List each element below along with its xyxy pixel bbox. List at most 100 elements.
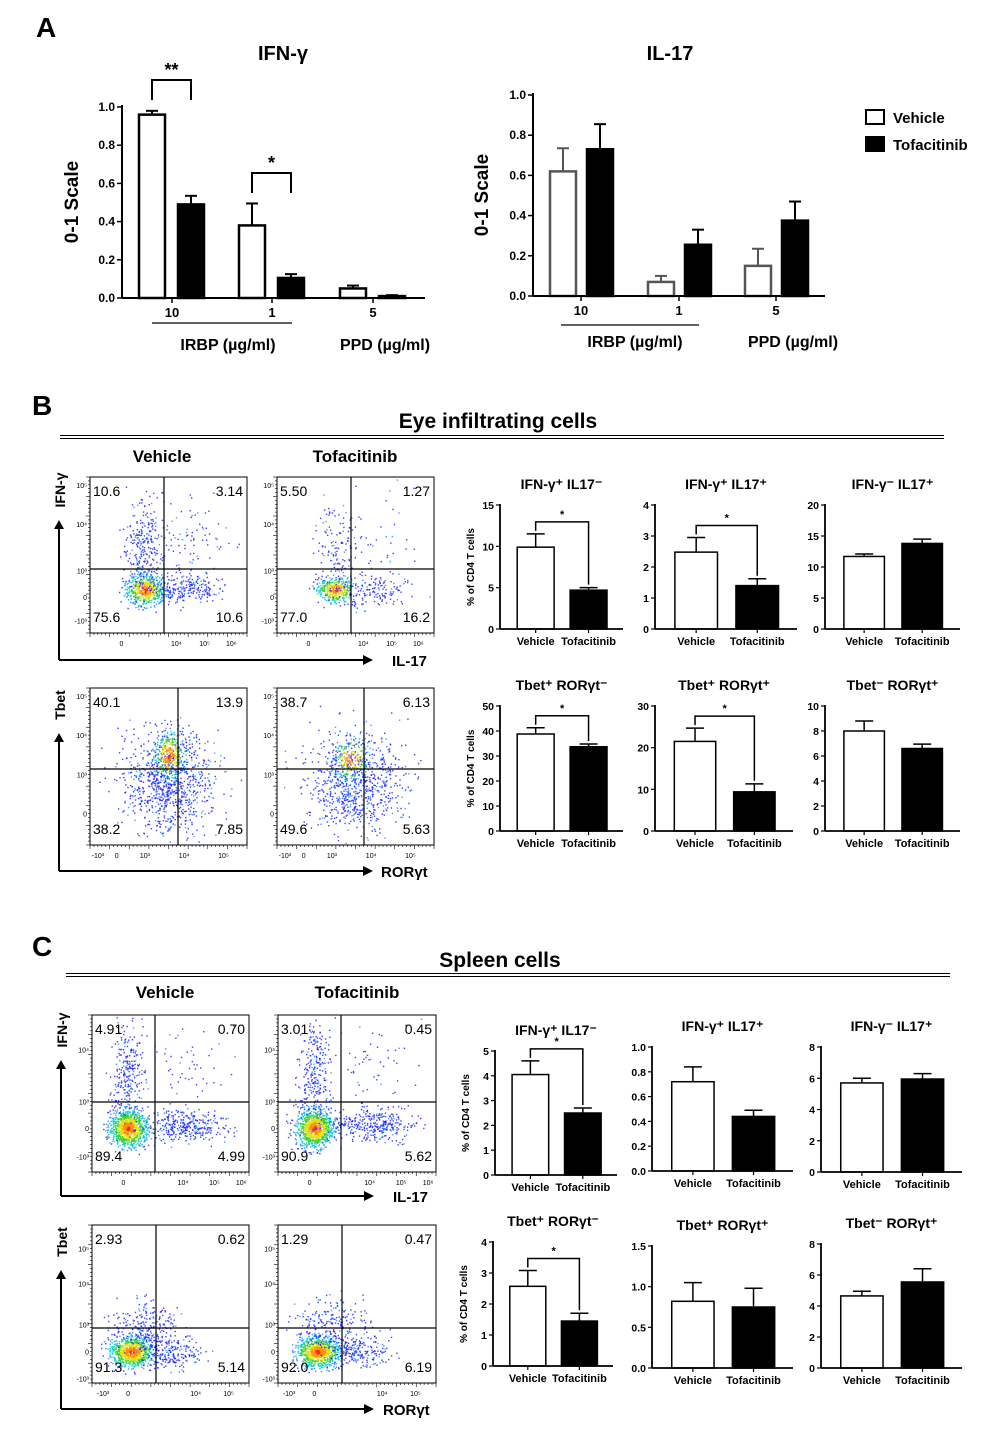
event-dot (379, 598, 381, 600)
event-dot (198, 782, 200, 784)
event-dot (334, 771, 337, 773)
event-dot (372, 791, 374, 793)
event-dot (178, 811, 180, 813)
event-dot (143, 599, 145, 601)
event-dot (349, 806, 351, 808)
event-dot (166, 777, 169, 779)
event-dot (207, 544, 209, 546)
event-dot (165, 738, 167, 741)
event-dot (387, 794, 390, 797)
y-tick-label: 5 (488, 583, 494, 595)
event-dot (356, 770, 358, 772)
event-dot (147, 592, 149, 594)
event-dot (320, 589, 323, 591)
event-dot (151, 805, 153, 807)
event-dot (417, 778, 419, 780)
event-dot (165, 820, 167, 822)
event-dot (325, 583, 327, 585)
event-dot (148, 583, 151, 585)
event-dot (349, 764, 352, 766)
y-tick-label: 20 (482, 776, 494, 788)
event-dot (349, 733, 351, 735)
event-dot (353, 802, 355, 805)
event-dot (141, 1115, 143, 1117)
event-dot (125, 784, 127, 786)
event-dot (204, 785, 207, 787)
event-dot (357, 761, 360, 764)
event-dot (134, 805, 136, 807)
event-dot (142, 566, 144, 569)
event-dot (364, 774, 366, 776)
bar-tofacitinib-1 (683, 243, 713, 298)
event-dot (151, 588, 153, 590)
event-dot (143, 1120, 146, 1122)
event-dot (345, 785, 347, 787)
event-dot (155, 569, 158, 571)
event-dot (152, 588, 155, 591)
event-dot (320, 799, 322, 802)
event-dot (337, 812, 339, 814)
event-dot (127, 593, 129, 595)
event-dot (144, 1140, 146, 1142)
event-dot (179, 798, 181, 800)
event-dot (179, 806, 182, 809)
chart-title: Tbet⁻ RORγt⁺ (846, 1215, 938, 1231)
event-dot (181, 803, 183, 806)
event-dot (174, 759, 176, 762)
event-dot (392, 552, 394, 555)
event-dot (345, 543, 347, 545)
event-dot (209, 760, 211, 763)
bar-vehicle (839, 1082, 884, 1173)
event-dot (148, 753, 150, 755)
event-dot (190, 539, 192, 542)
event-dot (328, 512, 331, 514)
event-dot (341, 747, 343, 750)
event-dot (204, 749, 206, 751)
y-tick-label: -10³ (262, 619, 275, 626)
event-dot (161, 794, 163, 796)
event-dot (130, 784, 132, 787)
event-dot (136, 789, 139, 791)
event-dot (180, 510, 183, 513)
event-dot (184, 823, 187, 825)
event-dot (171, 739, 173, 742)
event-dot (384, 763, 386, 765)
significance-label: * (554, 1036, 559, 1048)
event-dot (339, 605, 342, 607)
group-label: IRBP (µg/ml) (587, 334, 682, 351)
event-dot (404, 807, 406, 810)
event-dot (407, 579, 409, 582)
event-dot (366, 837, 369, 839)
event-dot (138, 604, 140, 607)
y-tick-label: 4 (483, 1071, 489, 1083)
event-dot (203, 579, 205, 581)
event-dot (174, 744, 176, 746)
event-dot (141, 773, 143, 775)
event-dot (337, 747, 339, 749)
event-dot (150, 522, 152, 524)
event-dot (181, 539, 184, 541)
event-dot (396, 807, 399, 809)
event-dot (174, 801, 177, 804)
event-dot (162, 758, 165, 760)
event-dot (382, 588, 384, 590)
x-tick-label: -10³ (279, 853, 292, 860)
event-dot (213, 782, 215, 784)
event-dot (175, 571, 178, 573)
event-dot (339, 596, 341, 598)
x-tick-label: 10⁴ (171, 641, 182, 648)
event-dot (207, 787, 209, 790)
event-dot (344, 799, 346, 802)
event-dot (156, 790, 159, 793)
event-dot (353, 767, 355, 769)
event-dot (382, 756, 385, 759)
event-dot (352, 800, 355, 802)
event-dot (192, 791, 195, 794)
event-dot (212, 807, 214, 809)
event-dot (175, 786, 177, 789)
event-dot (189, 589, 191, 591)
event-dot (156, 824, 158, 827)
event-dot (186, 831, 188, 833)
event-dot (338, 581, 340, 583)
